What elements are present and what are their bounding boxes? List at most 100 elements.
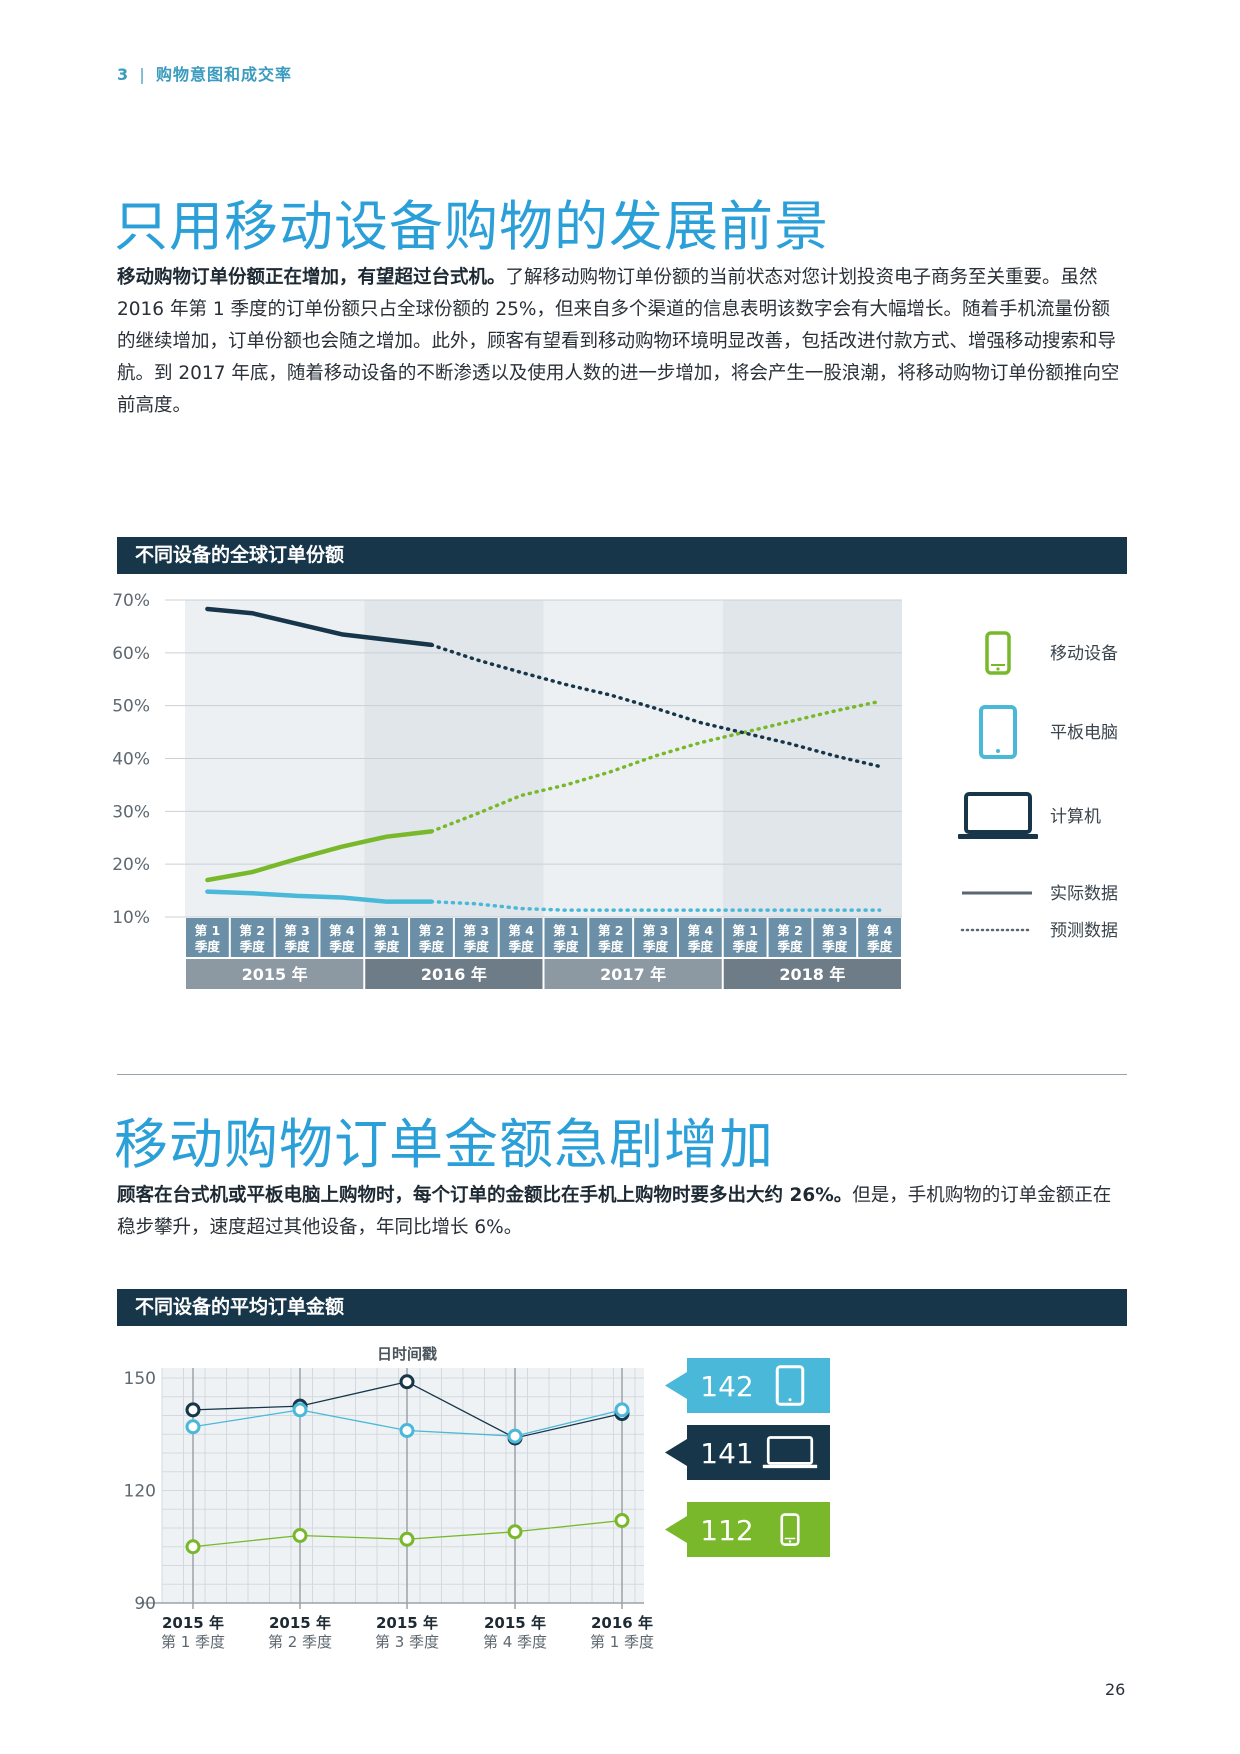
page-number: 26 xyxy=(1105,1680,1126,1699)
value-callouts: 142 141 112 xyxy=(665,1358,830,1557)
quarter-cell xyxy=(723,918,767,957)
quarter-cell xyxy=(589,918,633,957)
y-tick-label: 90 xyxy=(134,1594,156,1614)
section-number: 3 xyxy=(117,65,130,84)
chart1-header: 不同设备的全球订单份额 xyxy=(117,537,1127,574)
quarter-label-sub: 季度 xyxy=(866,939,893,954)
quarter-cell xyxy=(544,918,588,957)
quarter-label: 第 2 xyxy=(419,923,445,938)
mobile-point xyxy=(399,1531,415,1547)
quarter-cell xyxy=(813,918,857,957)
quarter-label: 第 2 xyxy=(598,923,624,938)
quarter-label: 第 4 xyxy=(867,923,893,938)
year-cell xyxy=(544,959,722,989)
section-divider xyxy=(117,1074,1127,1075)
chart-title: 日时间戳 xyxy=(377,1345,437,1363)
plot-background xyxy=(162,1368,644,1603)
tablet-icon xyxy=(979,705,1017,759)
tablet-point xyxy=(292,1402,308,1418)
mobile-actual-line xyxy=(205,829,434,883)
quarter-cell xyxy=(410,918,453,957)
quarter-cell xyxy=(634,918,677,957)
desktop-forecast-line xyxy=(429,643,882,769)
x-year-label: 2016 年 xyxy=(591,1614,653,1632)
y-tick-label: 40% xyxy=(112,750,150,770)
year-cell xyxy=(723,959,901,989)
y-tick-label: 120 xyxy=(124,1482,156,1502)
year-label: 2017 年 xyxy=(600,965,666,984)
x-year-label: 2015 年 xyxy=(484,1614,546,1632)
y-tick-label: 150 xyxy=(124,1369,156,1389)
smartphone-icon xyxy=(985,631,1011,675)
mobile-point xyxy=(614,1513,630,1528)
callout-tablet: 142 xyxy=(665,1358,830,1413)
tablet-icon xyxy=(775,1365,805,1406)
desktop-point xyxy=(399,1374,415,1390)
x-quarter-label: 第 3 季度 xyxy=(375,1633,439,1651)
quarter-label: 第 1 xyxy=(195,923,221,938)
quarter-cell xyxy=(320,918,364,957)
quarter-label-sub: 季度 xyxy=(776,939,803,954)
phone-body xyxy=(780,1513,800,1546)
section-title: 购物意图和成交率 xyxy=(155,65,292,84)
quarter-cell xyxy=(454,918,498,957)
laptop-icon xyxy=(762,1436,818,1469)
tablet-point xyxy=(399,1423,415,1438)
x-quarter-label: 第 1 季度 xyxy=(590,1633,654,1651)
smartphone-icon xyxy=(780,1513,800,1546)
desktop-point xyxy=(185,1402,201,1418)
section2-lead: 顾客在台式机或平板电脑上购物时，每个订单的金额比在手机上购物时要多出大约 26%… xyxy=(117,1185,853,1206)
y-tick-label: 70% xyxy=(112,591,150,611)
quarter-label: 第 4 xyxy=(688,923,714,938)
quarter-cell xyxy=(768,918,812,957)
tablet-button xyxy=(996,749,1000,753)
phone-button xyxy=(996,667,1000,671)
quarter-label: 第 3 xyxy=(822,923,848,938)
section2-body: 但是，手机购物的订单金额正在稳步攀升，速度超过其他设备，年同比增长 6%。 xyxy=(117,1185,1112,1238)
x-year-label: 2015 年 xyxy=(269,1614,331,1632)
tablet-forecast-line xyxy=(429,899,882,912)
quarter-label-sub: 季度 xyxy=(194,939,221,954)
laptop-screen xyxy=(766,1436,814,1465)
y-tick-label: 60% xyxy=(112,644,150,664)
quarter-label: 第 2 xyxy=(777,923,803,938)
quarter-label: 第 1 xyxy=(553,923,579,938)
quarter-cell xyxy=(230,918,274,957)
quarter-label-sub: 季度 xyxy=(821,939,848,954)
quarter-label: 第 3 xyxy=(464,923,490,938)
tablet-body xyxy=(979,705,1017,759)
laptop-screen xyxy=(964,792,1032,834)
quarter-label-sub: 季度 xyxy=(642,939,669,954)
legend-label-tablet: 平板电脑 xyxy=(1050,723,1118,743)
mobile-forecast-line xyxy=(429,699,882,834)
y-tick-label: 30% xyxy=(112,802,150,822)
x-year-label: 2015 年 xyxy=(162,1614,224,1632)
callout-laptop: 141 xyxy=(665,1425,830,1480)
legend-label-forecast: 预测数据 xyxy=(1050,921,1118,941)
quarter-cell xyxy=(858,918,901,957)
quarter-label: 第 1 xyxy=(374,923,400,938)
legend-label-actual: 实际数据 xyxy=(1050,884,1118,904)
callout-value: 142 xyxy=(700,1370,753,1403)
quarter-label-sub: 季度 xyxy=(373,939,400,954)
chart2-header: 不同设备的平均订单金额 xyxy=(117,1289,1127,1326)
tablet-actual-line xyxy=(205,889,434,904)
quarter-label: 第 4 xyxy=(329,923,355,938)
quarter-label: 第 3 xyxy=(643,923,669,938)
quarter-label-sub: 季度 xyxy=(328,939,355,954)
quarter-label-sub: 季度 xyxy=(732,939,759,954)
tablet-button xyxy=(788,1398,792,1402)
tablet-point xyxy=(614,1402,630,1418)
callout-smartphone: 112 xyxy=(665,1502,830,1557)
quarter-cell xyxy=(275,918,319,957)
quarter-label-sub: 季度 xyxy=(597,939,624,954)
x-quarter-label: 第 1 季度 xyxy=(161,1633,225,1651)
tablet-point xyxy=(185,1419,201,1435)
year-label: 2015 年 xyxy=(242,965,308,984)
section1-paragraph: 移动购物订单份额正在增加，有望超过台式机。了解移动购物订单份额的当前状态对您计划… xyxy=(117,262,1127,422)
quarter-cell xyxy=(678,918,722,957)
year-cell xyxy=(365,959,543,989)
year-label: 2016 年 xyxy=(421,965,487,984)
tablet-body xyxy=(775,1365,805,1406)
